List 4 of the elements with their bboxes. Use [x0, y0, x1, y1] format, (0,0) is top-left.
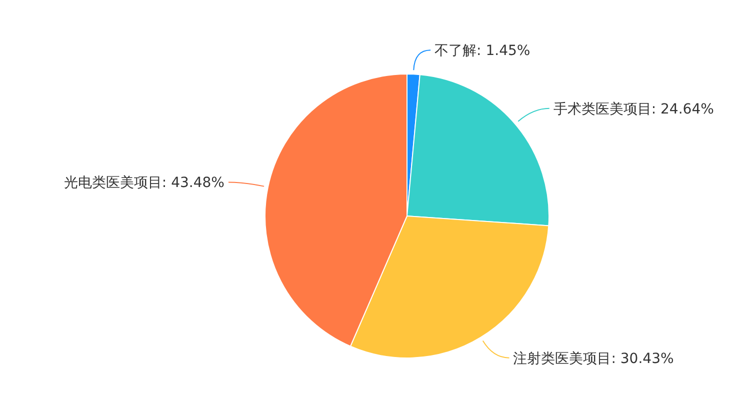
slice-label: 光电类医美项目: 43.48%: [64, 175, 224, 192]
slice-label: 手术类医美项目: 24.64%: [553, 101, 714, 118]
slice-label: 注射类医美项目: 30.43%: [513, 350, 674, 367]
slice-label: 不了解: 1.45%: [434, 43, 530, 60]
